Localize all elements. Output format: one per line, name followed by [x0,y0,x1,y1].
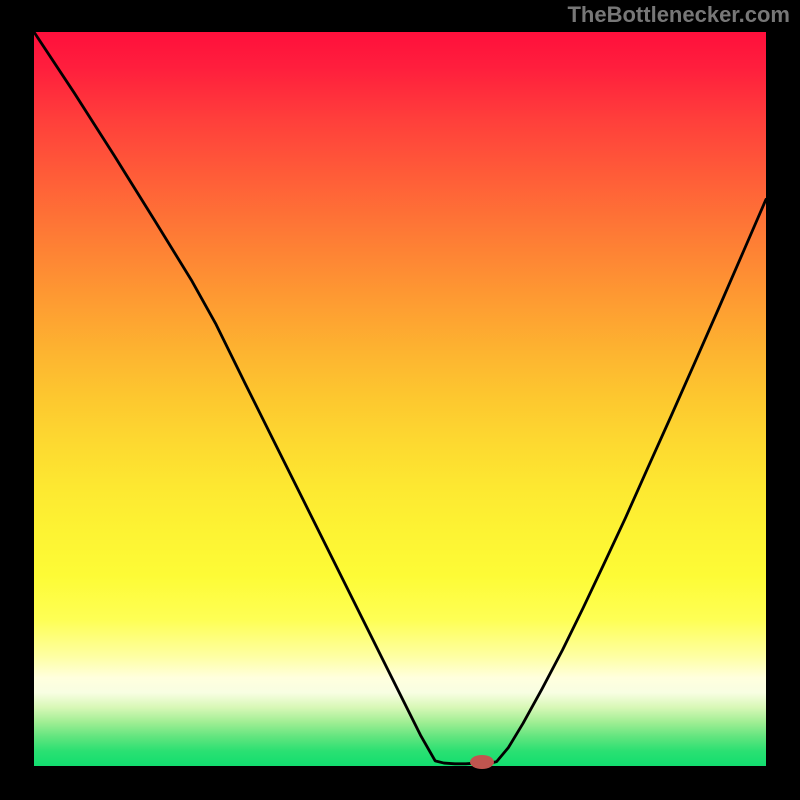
watermark-text: TheBottlenecker.com [567,2,790,28]
optimum-marker [470,755,494,769]
chart-container: TheBottlenecker.com [0,0,800,800]
bottleneck-curve [34,32,766,764]
curve-svg [0,0,800,800]
